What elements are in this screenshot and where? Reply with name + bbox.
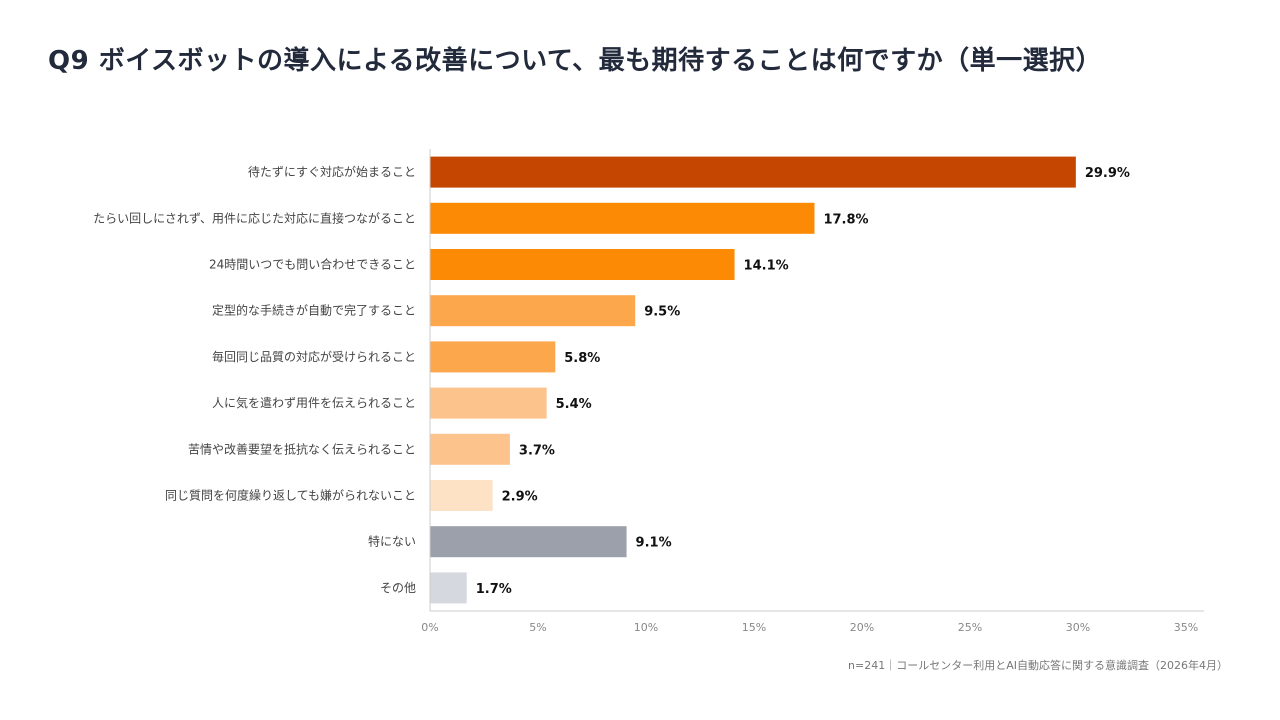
x-tick-label: 20% (850, 621, 874, 634)
bar (430, 249, 735, 280)
value-label: 2.9% (502, 490, 538, 505)
bar (430, 156, 1076, 188)
bar (430, 433, 510, 465)
chart-title: Q9 ボイスボットの導入による改善について、最も期待することは何ですか（単一選択… (48, 46, 1103, 76)
category-label: 同じ質問を何度繰り返しても嫌がられないこと (165, 488, 416, 503)
category-label: 定型的な手続きが自動で完了すること (212, 303, 416, 318)
value-label: 9.1% (636, 536, 672, 551)
category-label: 毎回同じ品質の対応が受けられること (212, 349, 416, 364)
bar (430, 341, 556, 373)
value-label: 29.9% (1085, 166, 1130, 181)
category-label: 待たずにすぐ対応が始まること (248, 164, 416, 179)
value-label: 5.8% (564, 351, 600, 366)
bar (430, 202, 815, 234)
category-label: 24時間いつでも問い合わせできること (209, 257, 416, 272)
value-label: 1.7% (476, 582, 512, 597)
value-label: 17.8% (823, 212, 868, 227)
bar (430, 387, 547, 419)
bar (430, 526, 627, 558)
sample-note: n=241｜コールセンター利用とAI自動応答に関する意識調査（2026年4月） (848, 659, 1228, 672)
category-label: 苦情や改善要望を抵抗なく伝えられること (188, 441, 416, 456)
category-label: その他 (380, 581, 416, 595)
x-tick-label: 15% (742, 621, 766, 634)
value-label: 5.4% (556, 397, 592, 412)
value-label: 9.5% (644, 305, 680, 320)
x-tick-label: 30% (1066, 621, 1090, 634)
category-label: たらい回しにされず、用件に応じた対応に直接つながること (93, 210, 416, 225)
x-tick-label: 10% (634, 621, 658, 634)
bar (430, 480, 493, 511)
x-tick-label: 35% (1174, 621, 1198, 634)
x-tick-label: 5% (529, 621, 546, 634)
category-label: 特にない (368, 534, 416, 549)
bar (430, 572, 467, 604)
x-tick-label: 25% (958, 621, 982, 634)
value-label: 3.7% (519, 443, 555, 458)
category-label: 人に気を遣わず用件を伝えられること (212, 395, 416, 410)
bar (430, 295, 636, 327)
value-label: 14.1% (744, 259, 789, 274)
x-tick-label: 0% (421, 621, 438, 634)
